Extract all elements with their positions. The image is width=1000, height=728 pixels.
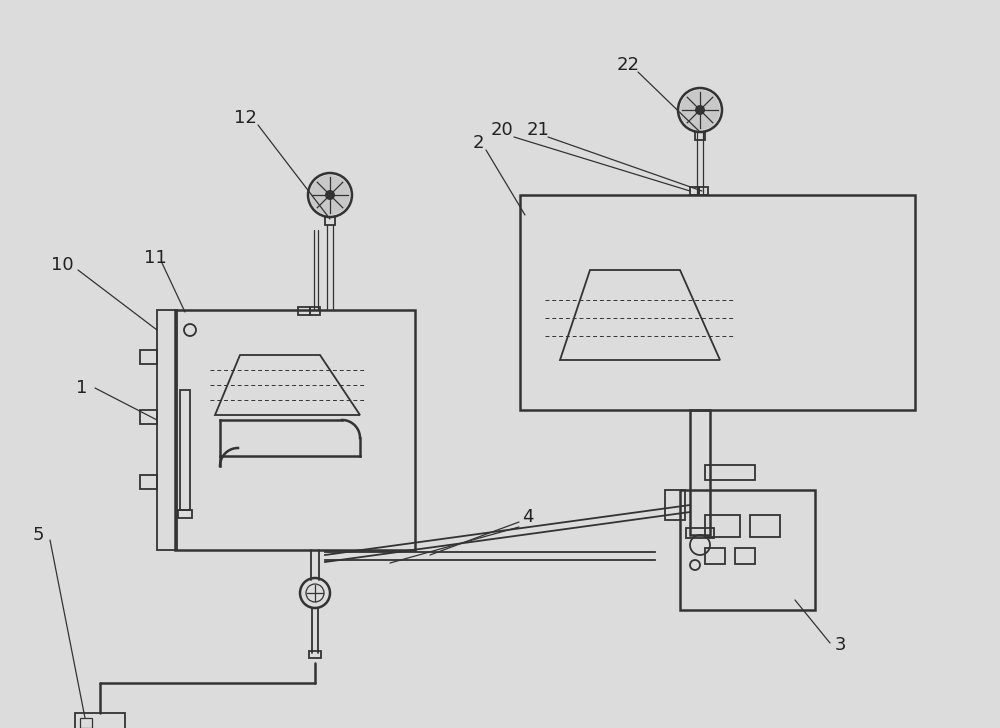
Bar <box>140 475 157 489</box>
Text: 10: 10 <box>51 256 73 274</box>
Text: 1: 1 <box>76 379 88 397</box>
Circle shape <box>325 190 335 200</box>
Bar <box>705 465 755 480</box>
Bar <box>690 187 699 195</box>
Bar <box>520 195 915 410</box>
Bar <box>325 217 335 225</box>
Text: 3: 3 <box>834 636 846 654</box>
Bar <box>705 515 740 537</box>
Bar <box>175 310 415 550</box>
Bar <box>75 713 125 728</box>
Text: 2: 2 <box>472 134 484 152</box>
Bar <box>750 515 780 537</box>
Bar <box>690 410 710 535</box>
Text: 22: 22 <box>616 56 640 74</box>
Circle shape <box>310 175 350 215</box>
Bar <box>140 410 157 424</box>
Bar <box>705 548 725 564</box>
Text: 20: 20 <box>491 121 513 139</box>
Text: 5: 5 <box>32 526 44 544</box>
Bar <box>686 528 714 538</box>
Circle shape <box>695 105 705 115</box>
Bar <box>735 548 755 564</box>
Bar <box>298 307 310 315</box>
Text: 4: 4 <box>522 508 534 526</box>
Text: 12: 12 <box>234 109 256 127</box>
Bar <box>699 187 708 195</box>
Bar <box>310 307 320 315</box>
Bar <box>180 390 190 510</box>
Text: 21: 21 <box>527 121 549 139</box>
Bar <box>80 718 92 728</box>
Bar <box>665 490 685 520</box>
Bar <box>309 651 321 658</box>
Bar <box>680 490 815 610</box>
Text: 11: 11 <box>144 249 166 267</box>
Bar <box>157 310 177 550</box>
Circle shape <box>680 90 720 130</box>
Bar <box>140 350 157 364</box>
Bar <box>695 132 705 140</box>
Bar <box>178 510 192 518</box>
